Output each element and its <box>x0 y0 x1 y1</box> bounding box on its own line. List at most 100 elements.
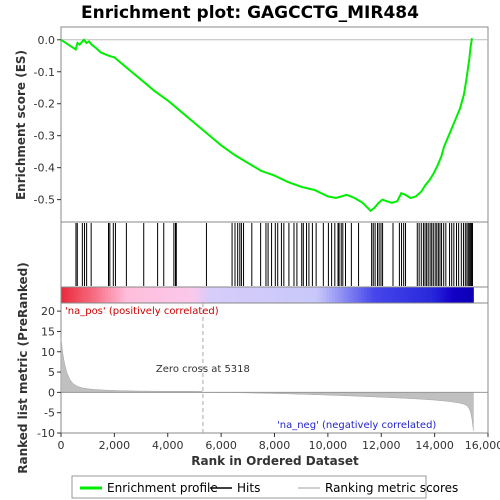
color-bar-segment <box>302 287 306 303</box>
color-bar-segment <box>63 287 68 303</box>
color-bar-segment <box>111 287 115 303</box>
color-bar-segment <box>264 287 268 303</box>
color-bar-segment <box>296 287 301 303</box>
color-bar-segment <box>384 287 389 303</box>
x-tick-label: 10,000 <box>309 439 348 452</box>
color-bar-segment <box>125 287 130 303</box>
color-bar-segment <box>426 287 430 303</box>
color-bar-segment <box>128 287 133 303</box>
color-bar-segment <box>273 287 277 303</box>
color-bar-segment <box>446 287 451 303</box>
x-tick-label: 2,000 <box>99 439 131 452</box>
color-bar-segment <box>72 287 77 303</box>
chart-title: Enrichment plot: GAGCCTG_MIR484 <box>81 3 419 23</box>
color-bar-segment <box>137 287 142 303</box>
color-bar-segment <box>131 287 136 303</box>
color-bar-segment <box>175 287 180 303</box>
color-bar-segment <box>234 287 239 303</box>
metric-tick-label: -10 <box>37 427 55 440</box>
color-bar-segment <box>449 287 454 303</box>
color-bar-segment <box>255 287 259 303</box>
color-bar-segment <box>287 287 292 303</box>
metric-panel-frame <box>60 302 489 434</box>
color-bar-segment <box>258 287 262 303</box>
metric-tick-label: 0 <box>48 386 55 399</box>
metric-tick-label: 20 <box>41 305 55 318</box>
color-bar-segment <box>417 287 421 303</box>
color-bar-segment <box>470 287 474 303</box>
color-bar-segment <box>116 287 121 303</box>
x-tick-label: 14,000 <box>415 439 454 452</box>
color-bar-segment <box>178 287 183 303</box>
color-bar-segment <box>240 287 245 303</box>
zero-cross-label: Zero cross at 5318 <box>156 364 250 375</box>
color-bar-segment <box>225 287 230 303</box>
color-bar-segment <box>252 287 256 303</box>
color-bar-segment <box>452 287 457 303</box>
color-bar-segment <box>66 287 71 303</box>
metric-axis-label: Ranked list metric (PreRanked) <box>16 262 30 474</box>
es-tick-label: -0.1 <box>34 66 55 79</box>
color-bar-segment <box>246 287 250 303</box>
rank-color-bar <box>60 286 489 304</box>
color-bar-segment <box>361 287 365 303</box>
color-bar-segment <box>146 287 150 303</box>
color-bar-segment <box>267 287 271 303</box>
color-bar-segment <box>75 287 80 303</box>
color-bar-segment <box>320 287 324 303</box>
color-bar-segment <box>172 287 177 303</box>
color-bar-segment <box>161 287 165 303</box>
color-bar-segment <box>220 287 224 303</box>
color-bar-segment <box>214 287 218 303</box>
x-tick-label: 6,000 <box>205 439 237 452</box>
color-bar-segment <box>228 287 233 303</box>
metric-tick-label: 5 <box>48 366 55 379</box>
negative-correlation-label: 'na_neg' (negatively correlated) <box>277 420 436 431</box>
color-bar-segment <box>402 287 407 303</box>
color-bar-segment <box>467 287 471 303</box>
es-axis: 0.0 -0.1 -0.2 -0.3 -0.4 -0.5 <box>34 34 61 207</box>
color-bar-segment <box>199 287 203 303</box>
color-bar-segment <box>270 287 274 303</box>
color-bar-segment <box>108 287 112 303</box>
x-tick-label: 4,000 <box>152 439 184 452</box>
color-bar-segment <box>382 287 386 303</box>
color-bar-segment <box>420 287 424 303</box>
color-bar-segment <box>96 287 100 303</box>
color-bar-segment <box>78 287 83 303</box>
color-bar-segment <box>373 287 377 303</box>
color-bar-segment <box>461 287 465 303</box>
color-bar-segment <box>167 287 171 303</box>
x-axis: 0 2,000 4,000 6,000 8,000 10,000 12,000 14,000 1… <box>58 433 500 452</box>
color-bar-segment <box>211 287 215 303</box>
color-bar-segment <box>190 287 195 303</box>
es-tick-label: 0.0 <box>38 34 56 47</box>
es-tick-label: -0.2 <box>34 98 55 111</box>
x-tick-label: 16,000 <box>465 439 500 452</box>
color-bar-segment <box>411 287 415 303</box>
color-bar-segment <box>281 287 286 303</box>
color-bar-segment <box>290 287 295 303</box>
color-bar-segment <box>193 287 197 303</box>
color-bar-segment <box>143 287 147 303</box>
legend-label: Enrichment profile <box>107 481 218 495</box>
color-bar-segment <box>275 287 280 303</box>
color-bar-segment <box>358 287 362 303</box>
color-bar-segment <box>314 287 318 303</box>
color-bar-segment <box>119 287 124 303</box>
color-bar-segment <box>181 287 186 303</box>
color-bar-segment <box>455 287 460 303</box>
color-bar-segment <box>340 287 345 303</box>
metric-tick-label: -5 <box>44 407 55 420</box>
color-bar-segment <box>261 287 265 303</box>
color-bar-segment <box>196 287 200 303</box>
x-tick-label: 0 <box>58 439 65 452</box>
metric-tick-label: 10 <box>41 346 55 359</box>
legend-label: Hits <box>237 481 260 495</box>
color-bar-segment <box>284 287 289 303</box>
positive-correlation-label: 'na_pos' (positively correlated) <box>65 306 219 317</box>
color-bar-segment <box>87 287 91 303</box>
color-bar-segment <box>414 287 418 303</box>
color-bar-segment <box>93 287 97 303</box>
color-bar-segment <box>443 287 448 303</box>
